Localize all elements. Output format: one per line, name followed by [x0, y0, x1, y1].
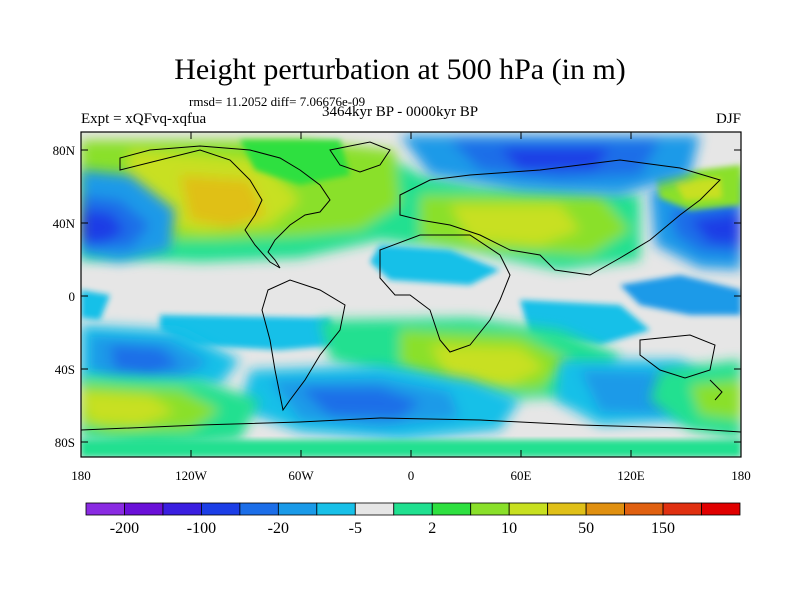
experiment-label: Expt = xQFvq-xqfua: [81, 111, 207, 127]
colorbar-swatch: [431, 502, 472, 516]
colorbar-swatch: [316, 502, 356, 516]
new-zealand-coast: [709, 379, 723, 401]
eurasia-coast: [399, 159, 721, 276]
colorbar-swatch: [277, 502, 318, 516]
colorbar-label: -20: [268, 520, 289, 537]
lat-tick-label: 0: [69, 289, 76, 304]
lon-tick-label: 120W: [175, 468, 208, 483]
colorbar: -200 -100 -20 -5 2 10 50 150: [85, 502, 741, 537]
lon-tick-label: 60E: [511, 468, 532, 483]
colorbar-swatch: [124, 502, 164, 516]
colorbar-swatch: [585, 502, 625, 516]
colorbar-swatch: [393, 502, 433, 516]
lat-tick-label: 80N: [53, 143, 76, 158]
lon-tick-label: 0: [408, 468, 415, 483]
lon-axis: 180 120W 60W 0 60E 120E 180: [71, 132, 751, 483]
lat-tick-label: 40S: [55, 362, 75, 377]
lon-tick-label: 180: [731, 468, 751, 483]
colorbar-label: 10: [501, 520, 517, 537]
season-label: DJF: [715, 111, 741, 127]
period-label: 3464kyr BP - 0000kyr BP: [322, 104, 479, 120]
lat-tick-label: 80S: [55, 435, 75, 450]
colorbar-swatch: [354, 502, 395, 516]
colorbar-label: -200: [110, 520, 139, 537]
coastlines: [81, 141, 741, 433]
lon-tick-label: 60W: [288, 468, 314, 483]
colorbar-swatch: [624, 502, 664, 516]
antarctica-coast: [81, 417, 741, 433]
north-america-coast: [119, 145, 331, 269]
lat-axis: 80N 40N 0 40S 80S: [53, 143, 741, 450]
colorbar-label: 50: [578, 520, 594, 537]
colorbar-swatch: [508, 502, 549, 516]
lon-tick-label: 120E: [617, 468, 645, 483]
colorbar-swatch: [701, 502, 741, 516]
plot-title: Height perturbation at 500 hPa (in m): [174, 53, 626, 86]
colorbar-swatch: [470, 502, 510, 516]
colorbar-swatch: [547, 502, 587, 516]
anomaly-field: [81, 135, 741, 457]
colorbar-label: 150: [651, 520, 675, 537]
colorbar-swatch: [162, 502, 202, 516]
australia-coast: [639, 334, 716, 379]
greenland-coast: [329, 141, 391, 173]
colorbar-swatch: [85, 502, 125, 516]
colorbar-label: 2: [428, 520, 436, 537]
lat-tick-label: 40N: [53, 216, 76, 231]
colorbar-label: -5: [349, 520, 362, 537]
colorbar-swatch: [201, 502, 241, 516]
south-america-coast: [261, 279, 346, 412]
colorbar-swatch: [662, 502, 702, 516]
africa-coast: [379, 234, 511, 353]
stats-line: rmsd= 11.2052 diff= 7.06676e-09: [189, 94, 366, 109]
colorbar-label: -100: [187, 520, 216, 537]
lon-tick-label: 180: [71, 468, 91, 483]
colorbar-swatch: [239, 502, 279, 516]
